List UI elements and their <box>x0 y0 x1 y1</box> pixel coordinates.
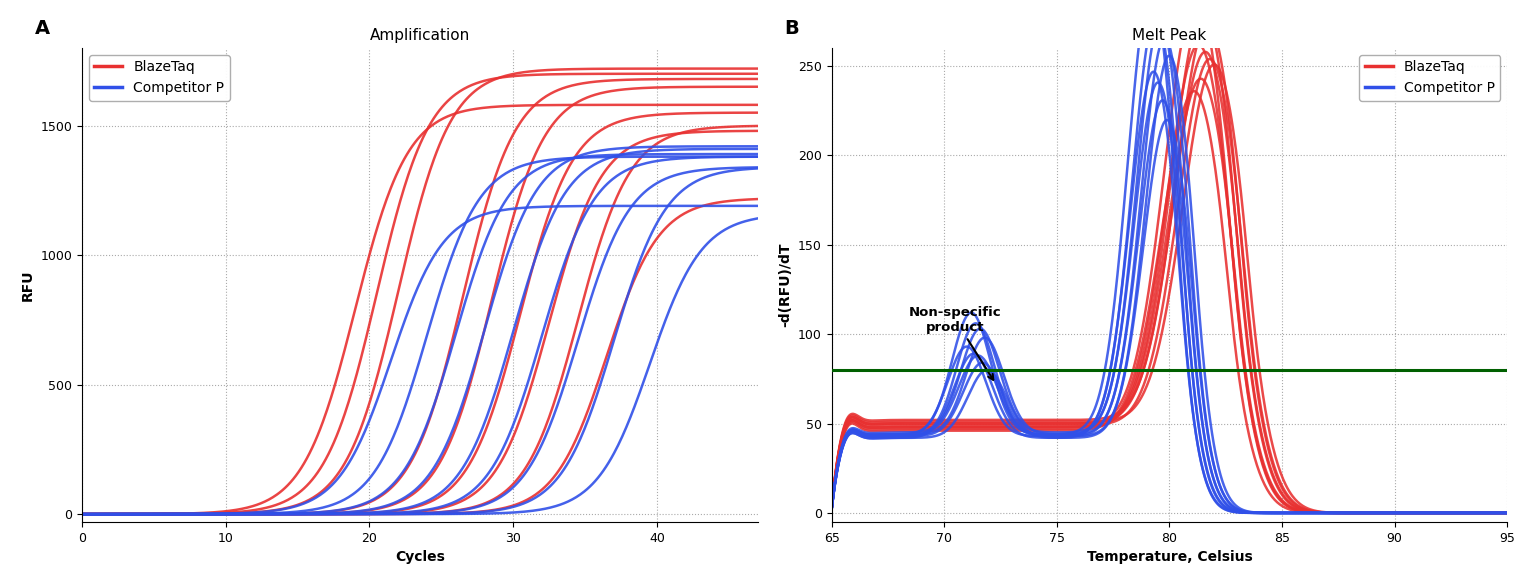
X-axis label: Cycles: Cycles <box>395 550 445 564</box>
Legend: BlazeTaq, Competitor P: BlazeTaq, Competitor P <box>1359 55 1501 101</box>
Y-axis label: RFU: RFU <box>22 269 35 301</box>
Legend: BlazeTaq, Competitor P: BlazeTaq, Competitor P <box>89 55 230 101</box>
Text: A: A <box>35 19 49 39</box>
Title: Melt Peak: Melt Peak <box>1132 27 1207 43</box>
Text: B: B <box>785 19 799 39</box>
Text: Non-specific
product: Non-specific product <box>909 306 1001 380</box>
Y-axis label: -d(RFU)/dT: -d(RFU)/dT <box>779 243 793 327</box>
X-axis label: Temperature, Celsius: Temperature, Celsius <box>1086 550 1252 564</box>
Title: Amplification: Amplification <box>370 27 470 43</box>
